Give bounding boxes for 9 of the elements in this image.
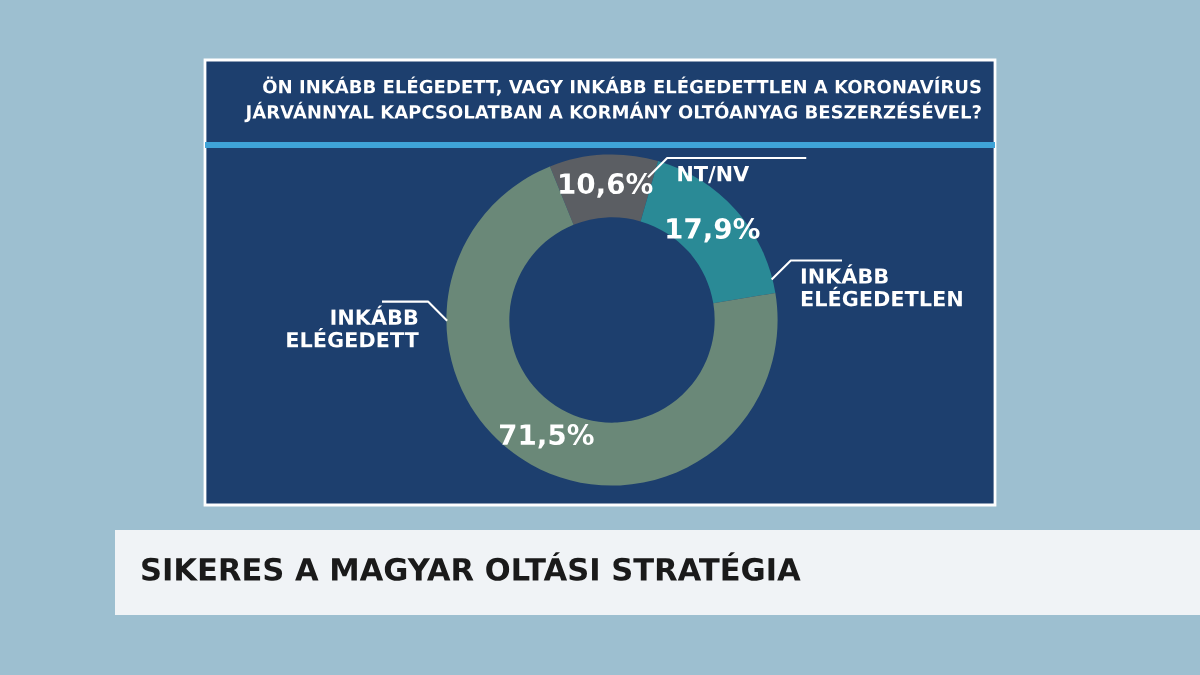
data-label: 17,9% — [667, 217, 760, 243]
data-label: 71,5% — [500, 424, 594, 449]
text: SIKERES A MAGYAR OLTÁSI STRATÉGIA — [142, 552, 801, 581]
data-label: 10,6% — [560, 173, 653, 198]
slice-label: INKÁBB ELÉGEDETT — [287, 305, 419, 348]
chart-title: ÖN INKÁBB ELÉGEDETT, VAGY INKÁBB ELÉGEDETTLEN A KORONAVÍRUS JÁRVÁNNYAL KAPCSOLATBAN A KORMÁNY OLTÓANYAG BESZERZÉSÉVEL? — [244, 76, 981, 123]
donut-slice — [446, 166, 778, 486]
slice-label: INKÁBB ELÉGEDETLEN — [801, 264, 962, 307]
slice-label: NT/NV — [678, 166, 750, 184]
